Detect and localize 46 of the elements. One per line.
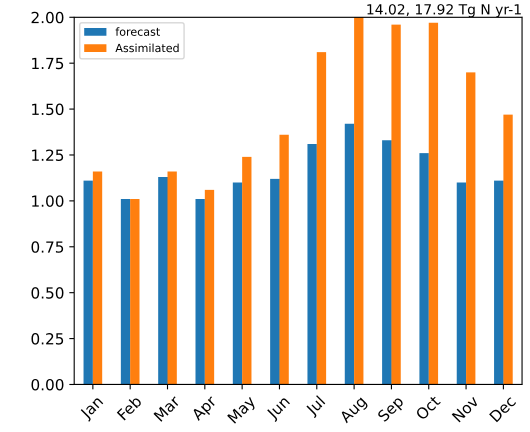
bar (456, 182, 466, 384)
bar (307, 144, 317, 384)
bar (344, 124, 354, 384)
x-tick-label: Jul (304, 395, 328, 418)
bar (494, 180, 504, 384)
bar (168, 172, 177, 384)
y-tick-label: 1.25 (32, 149, 64, 161)
x-tick-label: Jun (266, 395, 292, 422)
y-tick-label: 0.50 (31, 287, 64, 299)
y-tick-label: 1.50 (32, 104, 64, 116)
bar (92, 172, 102, 384)
y-tick-label: 0.00 (31, 378, 64, 390)
x-tick-label: Dec (489, 395, 516, 422)
legend-label: Assimilated (115, 44, 179, 52)
y-tick-label: 1.75 (32, 58, 64, 70)
legend-label: forecast (116, 27, 160, 36)
bar (419, 153, 429, 384)
x-tick-label: Apr (190, 394, 220, 424)
chart-title: 14.02, 17.92 Tg N yr-1 (367, 4, 521, 18)
bar (242, 156, 252, 384)
y-tick-label: 0.25 (31, 333, 64, 345)
bar (503, 114, 513, 384)
y-tick-label: 2.00 (32, 12, 64, 24)
bar (316, 52, 326, 384)
bar (279, 134, 289, 384)
x-tick-label: Oct (414, 394, 441, 421)
bar (204, 190, 214, 384)
x-tick-label: Mar (153, 394, 181, 422)
bar (354, 17, 364, 384)
bar (84, 180, 93, 384)
x-tick-label: Sep (376, 394, 406, 424)
bar (428, 22, 438, 384)
bar (158, 177, 168, 384)
y-tick-label: 1.00 (32, 195, 64, 207)
x-tick-label: Feb (116, 394, 142, 421)
bar (120, 199, 130, 384)
bar (270, 178, 280, 384)
bar (466, 72, 476, 384)
bar (391, 24, 401, 384)
bar (382, 140, 392, 384)
x-tick-label: Jan (79, 395, 106, 422)
x-tick-label: Nov (452, 394, 480, 423)
bar (195, 199, 205, 384)
bar (232, 182, 242, 384)
y-tick-label: 0.75 (31, 241, 64, 253)
bar (130, 199, 140, 384)
